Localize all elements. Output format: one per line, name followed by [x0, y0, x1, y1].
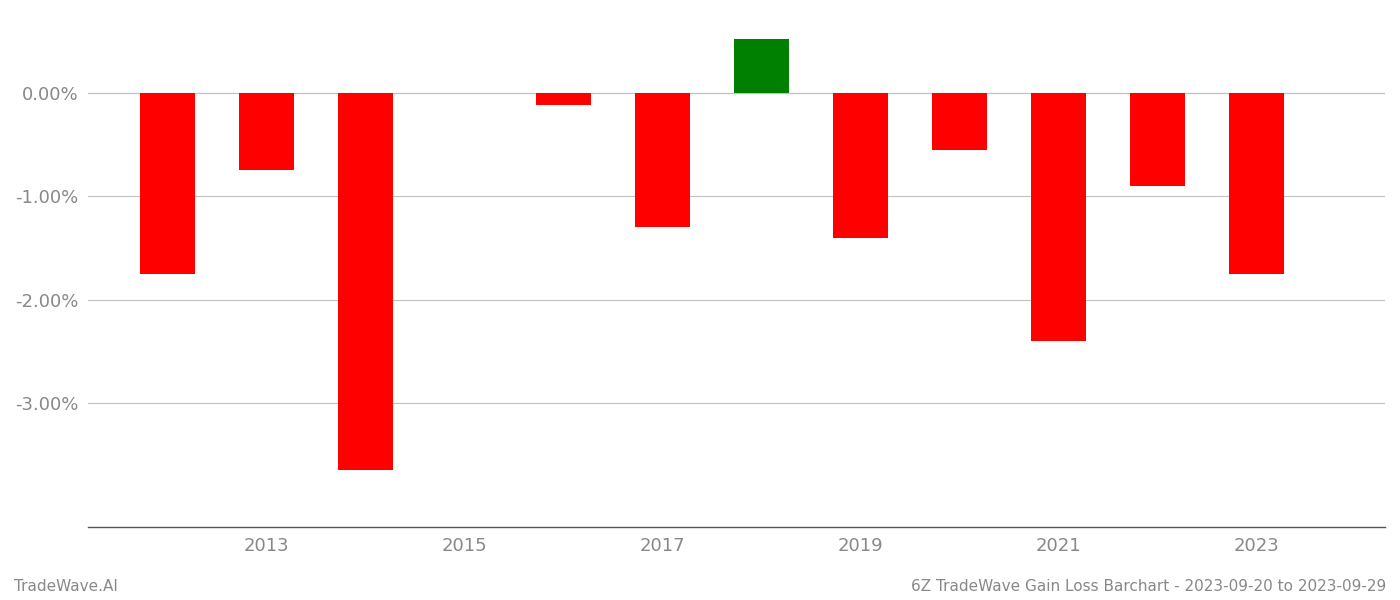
Bar [636, 92, 690, 227]
Bar [337, 92, 392, 470]
Bar [239, 92, 294, 170]
Text: TradeWave.AI: TradeWave.AI [14, 579, 118, 594]
Bar [1229, 92, 1284, 274]
Bar [734, 39, 788, 92]
Bar [140, 92, 195, 274]
Bar [536, 92, 591, 105]
Bar [1030, 92, 1085, 341]
Bar [932, 92, 987, 149]
Bar [833, 92, 888, 238]
Bar [1130, 92, 1184, 186]
Text: 6Z TradeWave Gain Loss Barchart - 2023-09-20 to 2023-09-29: 6Z TradeWave Gain Loss Barchart - 2023-0… [911, 579, 1386, 594]
